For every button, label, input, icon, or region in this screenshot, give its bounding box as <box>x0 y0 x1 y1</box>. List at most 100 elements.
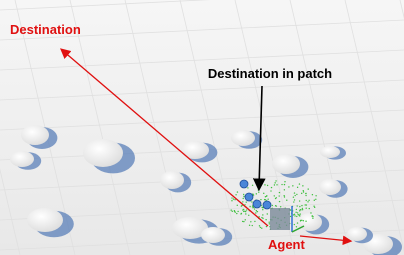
sample-point <box>233 198 234 199</box>
sample-point <box>264 199 265 200</box>
sample-point <box>247 187 248 188</box>
obstacle <box>347 227 367 241</box>
sample-point <box>301 220 302 221</box>
sample-point <box>279 201 280 202</box>
sample-point <box>234 210 235 211</box>
sample-point <box>230 209 231 210</box>
sample-point <box>276 205 277 206</box>
page: Destination Destination in patch Agent (… <box>0 0 404 255</box>
sample-point <box>243 209 244 210</box>
sample-point <box>296 226 297 227</box>
sample-point <box>240 213 241 214</box>
sample-point <box>305 204 306 205</box>
sample-point <box>266 195 267 196</box>
sample-point <box>267 213 268 214</box>
sample-point <box>306 204 307 205</box>
sample-point <box>303 220 304 221</box>
sample-point <box>265 196 266 197</box>
sample-point <box>254 208 255 209</box>
sample-point <box>293 201 294 202</box>
sample-point <box>268 221 269 222</box>
sample-point <box>243 198 244 199</box>
obstacle <box>21 125 49 145</box>
sample-point <box>300 209 301 210</box>
agent-body <box>270 208 290 230</box>
agent-label: Agent <box>268 237 306 252</box>
sample-point <box>293 197 294 198</box>
sample-point <box>294 215 295 216</box>
obstacle <box>160 171 184 189</box>
obstacle <box>10 151 34 167</box>
sample-point <box>269 223 270 224</box>
sample-point <box>271 187 272 188</box>
sample-point <box>296 216 297 217</box>
sample-point <box>297 212 298 213</box>
sample-point <box>237 191 238 192</box>
sample-point <box>307 201 308 202</box>
destination-label: Destination <box>10 22 81 37</box>
sample-point <box>261 228 262 229</box>
destination-in-patch-label: Destination in patch <box>208 66 332 81</box>
sample-point <box>283 195 284 196</box>
sample-point <box>298 214 299 215</box>
sample-point <box>276 184 277 185</box>
sample-point <box>305 195 306 196</box>
sample-point <box>267 185 268 186</box>
sample-point <box>262 209 263 210</box>
sample-point <box>305 221 306 222</box>
sample-point <box>308 188 309 189</box>
sample-point <box>256 210 257 211</box>
sample-point <box>284 189 285 190</box>
sample-point <box>301 193 302 194</box>
sample-point <box>314 207 315 208</box>
sample-point <box>245 219 246 220</box>
sample-point <box>246 201 247 202</box>
sample-point <box>243 211 244 212</box>
sample-point <box>264 184 265 185</box>
sample-point <box>281 184 282 185</box>
sample-point <box>302 209 303 210</box>
sample-point <box>312 215 313 216</box>
sample-point <box>299 183 300 184</box>
sample-point <box>250 221 251 222</box>
sample-point <box>299 200 300 201</box>
sample-point <box>294 214 295 215</box>
sample-point <box>294 224 295 225</box>
sample-point <box>299 206 300 207</box>
waypoint <box>253 200 261 208</box>
sample-point <box>255 212 256 213</box>
sample-point <box>267 199 268 200</box>
sample-point <box>231 197 232 198</box>
sample-point <box>270 190 271 191</box>
sample-point <box>303 190 304 191</box>
sample-point <box>294 195 295 196</box>
sample-point <box>280 206 281 207</box>
sample-point <box>302 185 303 186</box>
sample-point <box>232 211 233 212</box>
sample-point <box>297 187 298 188</box>
obstacle <box>83 139 123 167</box>
sample-point <box>235 194 236 195</box>
sample-point <box>309 208 310 209</box>
sample-point <box>245 213 246 214</box>
sample-point <box>306 200 307 201</box>
sample-point <box>259 225 260 226</box>
sample-point <box>288 186 289 187</box>
obstacle <box>181 141 209 159</box>
sample-point <box>300 220 301 221</box>
sample-point <box>235 211 236 212</box>
sample-point <box>243 194 244 195</box>
sample-point <box>236 213 237 214</box>
obstacle <box>298 213 322 231</box>
sample-point <box>303 191 304 192</box>
sample-point <box>263 193 264 194</box>
obstacle <box>231 130 255 146</box>
sample-point <box>272 205 273 206</box>
sample-point <box>245 211 246 212</box>
sample-point <box>248 215 249 216</box>
sample-point <box>274 182 275 183</box>
sample-point <box>297 222 298 223</box>
sample-point <box>305 207 306 208</box>
sample-point <box>315 199 316 200</box>
sample-point <box>254 221 255 222</box>
